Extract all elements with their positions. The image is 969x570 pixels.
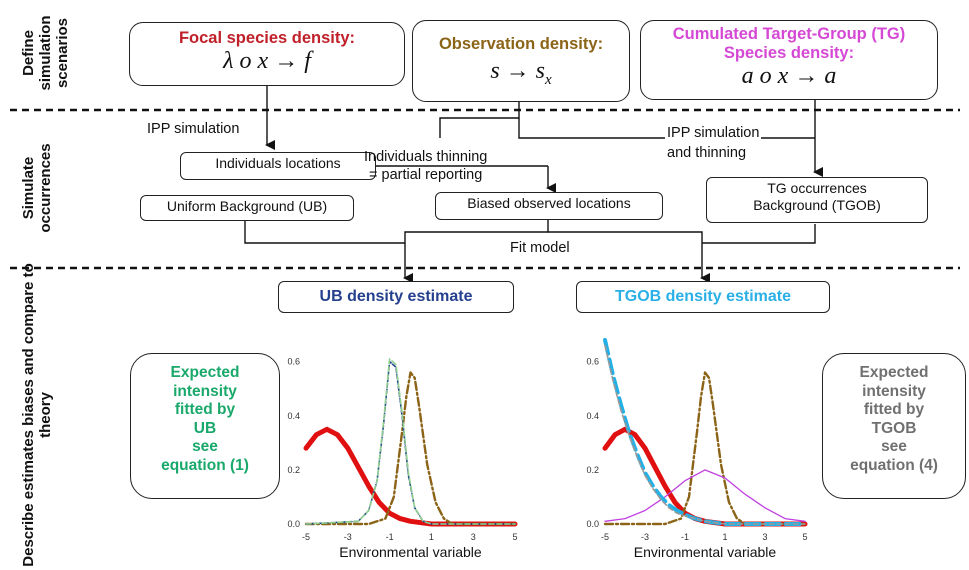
biased-locations-box: Biased observed locations bbox=[435, 192, 663, 220]
x-tick-label: -1 bbox=[681, 532, 689, 542]
connector-tg-fit bbox=[702, 224, 816, 244]
focal-density-title: Focal species density: bbox=[178, 29, 356, 47]
label-fit-model: Fit model bbox=[510, 240, 570, 256]
tgob-estimate-box: TGOB density estimate bbox=[576, 281, 830, 313]
x-tick-label: -5 bbox=[601, 532, 609, 542]
observation-density-box: Observation density: s → sx bbox=[412, 20, 630, 102]
observation-density-formula: s → sx bbox=[490, 58, 552, 88]
expected-ub-box: Expected intensity fitted by UB see equa… bbox=[130, 353, 280, 499]
label-thinning: Individuals thinning = partial reporting bbox=[364, 149, 488, 183]
tgob-density-plot: 0.0 0.2 0.4 0.6 -5 -3 -1 1 3 5 Environmental varia… bbox=[586, 338, 808, 560]
series-line-focal bbox=[303, 426, 518, 527]
y-tick-label: 0.6 bbox=[287, 357, 300, 367]
x-tick-label: -5 bbox=[302, 532, 310, 542]
series-line-tg bbox=[604, 469, 806, 522]
uniform-background-box: Uniform Background (UB) bbox=[140, 195, 354, 221]
focal-density-formula: λ o x → f bbox=[223, 48, 311, 74]
series-line-expected bbox=[305, 358, 516, 525]
y-tick-label: 0.0 bbox=[287, 519, 300, 529]
tg-density-title-2: Species density: bbox=[723, 44, 855, 62]
focal-density-box: Focal species density: λ o x → f bbox=[129, 22, 405, 86]
x-tick-label: 3 bbox=[762, 532, 767, 542]
x-tick-label: 1 bbox=[722, 532, 727, 542]
series-line-expected bbox=[604, 344, 806, 525]
series-line-observation bbox=[304, 371, 517, 526]
connector-observation-left bbox=[439, 102, 520, 138]
series-line-fitted bbox=[305, 360, 516, 525]
individuals-locations-box: Individuals locations bbox=[180, 152, 376, 180]
connector-biased-tgob bbox=[548, 231, 710, 283]
series-line-observation bbox=[603, 371, 807, 526]
tg-density-formula: a o x → a bbox=[741, 63, 837, 89]
y-tick-label: 0.6 bbox=[586, 357, 599, 367]
y-tick-label: 0.4 bbox=[287, 411, 300, 421]
y-tick-label: 0.2 bbox=[586, 465, 599, 475]
x-tick-label: 3 bbox=[471, 532, 476, 542]
connector-biased-fit bbox=[403, 220, 549, 283]
tg-density-box: Cumulated Target-Group (TG) Species dens… bbox=[640, 20, 938, 100]
x-tick-label: 1 bbox=[429, 532, 434, 542]
observation-density-title: Observation density: bbox=[438, 35, 604, 53]
label-ipp-thinning: IPP simulation and thinning bbox=[665, 123, 762, 163]
x-axis-label: Environmental variable bbox=[634, 544, 777, 560]
y-tick-label: 0.2 bbox=[287, 465, 300, 475]
ub-estimate-box: UB density estimate bbox=[278, 281, 514, 313]
x-axis-label: Environmental variable bbox=[339, 544, 482, 560]
ub-density-plot: 0.0 0.2 0.4 0.6 -5 -3 -1 1 3 5 Environmental varia… bbox=[287, 357, 517, 560]
y-tick-label: 0.0 bbox=[586, 519, 599, 529]
tgob-estimate-title: TGOB density estimate bbox=[614, 288, 792, 305]
x-tick-label: 5 bbox=[802, 532, 807, 542]
expected-tgob-box: Expected intensity fitted by TGOB see eq… bbox=[822, 353, 966, 499]
x-tick-label: -3 bbox=[641, 532, 649, 542]
tg-occurrences-box: TG occurrences Background (TGOB) bbox=[706, 177, 928, 223]
x-tick-label: -3 bbox=[344, 532, 352, 542]
ub-estimate-title: UB density estimate bbox=[319, 288, 473, 305]
y-tick-label: 0.4 bbox=[586, 411, 599, 421]
tg-density-title-1: Cumulated Target-Group (TG) bbox=[672, 25, 906, 43]
x-tick-label: -1 bbox=[386, 532, 394, 542]
label-ipp-simulation: IPP simulation bbox=[147, 121, 240, 137]
connector-ub-fit bbox=[244, 221, 405, 244]
x-tick-label: 5 bbox=[512, 532, 517, 542]
